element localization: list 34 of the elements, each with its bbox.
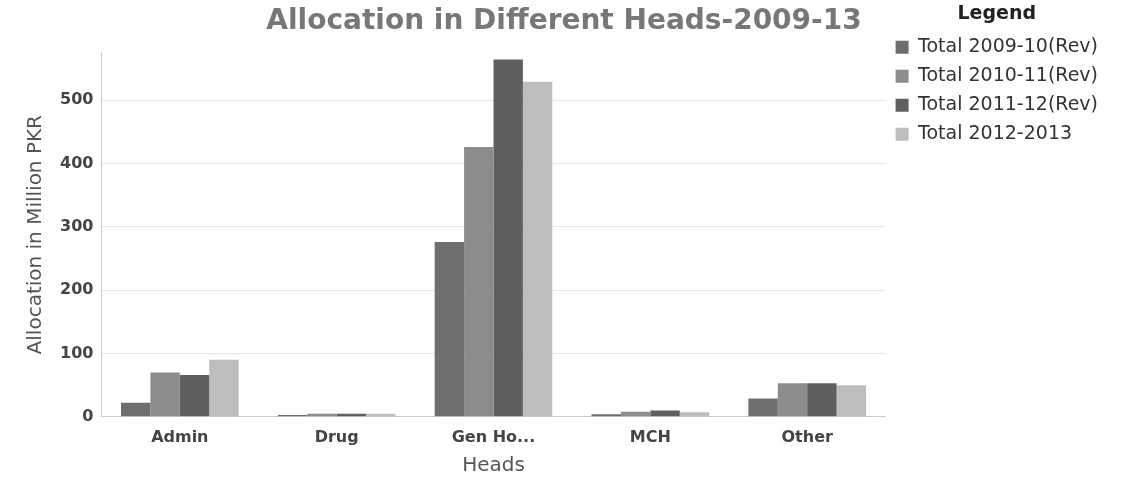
x-tick-label: Other: [781, 426, 833, 446]
legend-title: Legend: [957, 1, 1037, 24]
bar: [522, 81, 553, 417]
bar: [679, 412, 710, 417]
y-tick-label: 200: [59, 279, 94, 299]
bar: [209, 359, 239, 417]
bar: [493, 59, 523, 417]
bar: [807, 383, 837, 417]
bar: [777, 383, 808, 417]
bar: [464, 146, 494, 417]
y-tick-label: 500: [59, 89, 94, 109]
bar: [179, 375, 210, 417]
chart-title: Allocation in Different Heads-2009-13: [266, 3, 862, 37]
bar: [434, 241, 465, 417]
x-tick-label: Admin: [151, 426, 209, 446]
y-axis-title: Allocation in Million PKR: [22, 114, 47, 355]
bar: [591, 414, 621, 417]
bar: [748, 398, 778, 417]
bar: [650, 410, 680, 417]
y-tick-label: 300: [59, 215, 94, 235]
bar: [150, 372, 180, 417]
y-tick-label: 100: [59, 342, 94, 362]
bar: [836, 385, 866, 417]
legend-label: Total 2012-2013: [917, 121, 1073, 144]
legend-label: Total 2011-12(Rev): [917, 92, 1098, 115]
bar: [121, 402, 151, 417]
x-tick-label: Gen Ho...: [451, 426, 536, 446]
y-tick-label: 0: [82, 405, 94, 425]
x-tick-label: MCH: [629, 426, 671, 446]
legend-label: Total 2009-10(Rev): [917, 34, 1098, 57]
legend-label: Total 2010-11(Rev): [917, 63, 1098, 86]
x-axis-title: Heads: [462, 452, 525, 477]
x-tick-label: Drug: [314, 426, 359, 446]
y-tick-label: 400: [59, 152, 94, 172]
